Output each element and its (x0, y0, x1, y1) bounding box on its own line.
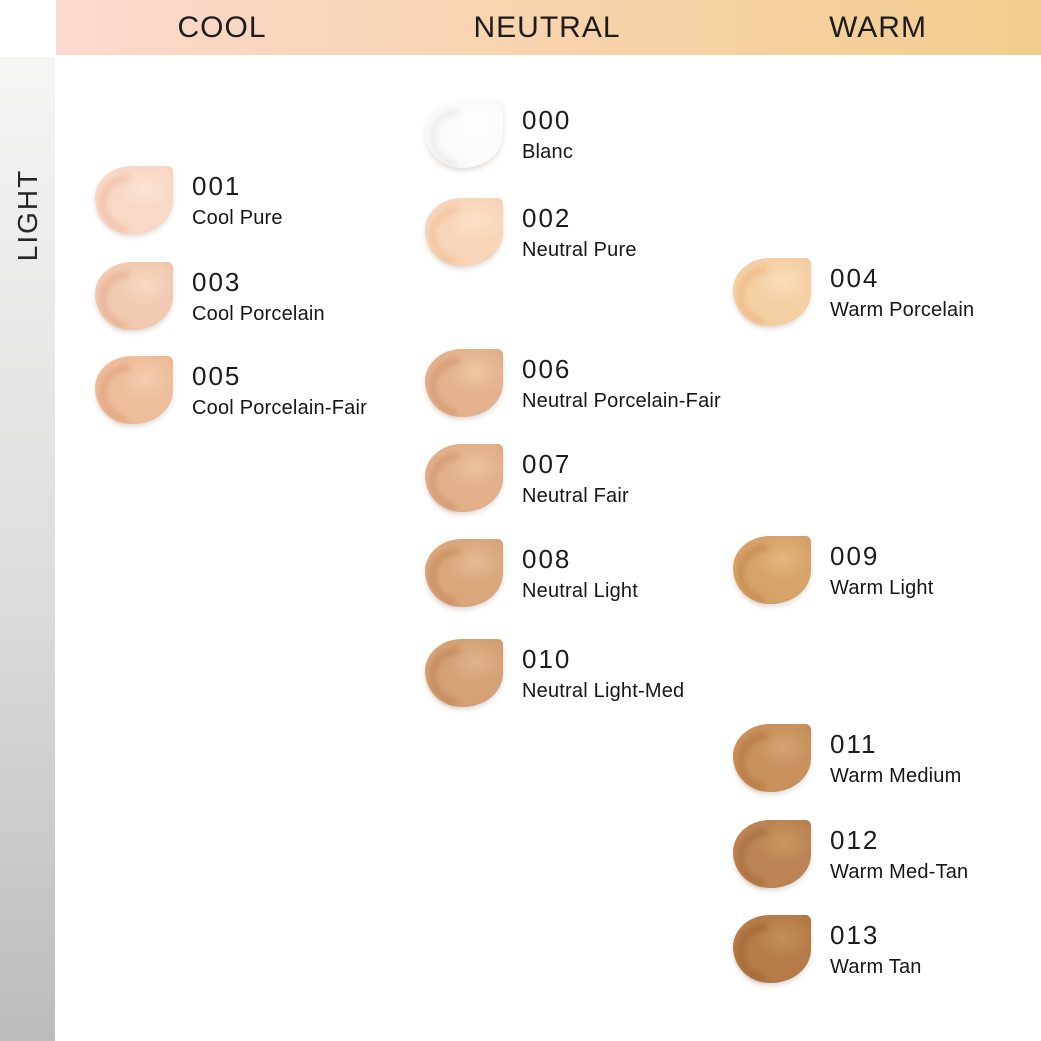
column-header-cool: COOL (177, 10, 267, 44)
shade-item-000[interactable]: 000 Blanc (425, 100, 573, 168)
swatch-blob (425, 539, 503, 607)
shade-item-003[interactable]: 003 Cool Porcelain (95, 262, 325, 330)
shade-code: 004 (830, 263, 880, 293)
shade-item-010[interactable]: 010 Neutral Light-Med (425, 639, 684, 707)
swatch-blob (733, 258, 811, 326)
shade-item-004[interactable]: 004 Warm Porcelain (733, 258, 974, 326)
shade-name: Neutral Porcelain-Fair (522, 390, 721, 412)
shade-text: 013 Warm Tan (830, 915, 922, 979)
shade-item-012[interactable]: 012 Warm Med-Tan (733, 820, 968, 888)
column-header-neutral: NEUTRAL (473, 10, 621, 44)
shade-item-006[interactable]: 006 Neutral Porcelain-Fair (425, 349, 721, 417)
swatch-blob (425, 349, 503, 417)
shade-item-008[interactable]: 008 Neutral Light (425, 539, 638, 607)
shade-text: 002 Neutral Pure (522, 198, 637, 262)
swatch-blob (733, 915, 811, 983)
shade-text: 007 Neutral Fair (522, 444, 629, 508)
swatch-blob (733, 820, 811, 888)
swatch-blob (95, 262, 173, 330)
shade-name: Warm Light (830, 577, 934, 599)
shade-text: 008 Neutral Light (522, 539, 638, 603)
shade-name: Neutral Light (522, 580, 638, 602)
shade-item-009[interactable]: 009 Warm Light (733, 536, 934, 604)
swatch-blob (733, 536, 811, 604)
shade-code: 008 (522, 544, 572, 574)
shade-text: 006 Neutral Porcelain-Fair (522, 349, 721, 413)
swatch-blob (425, 100, 503, 168)
shade-code: 006 (522, 354, 572, 384)
shade-code: 012 (830, 825, 880, 855)
shade-code: 003 (192, 267, 242, 297)
shade-name: Warm Porcelain (830, 299, 975, 321)
swatch-blob (425, 639, 503, 707)
swatch-blob (733, 724, 811, 792)
shade-name: Neutral Pure (522, 239, 637, 261)
shade-code: 002 (522, 203, 572, 233)
swatch-blob (425, 444, 503, 512)
shade-text: 001 Cool Pure (192, 166, 283, 230)
column-header-warm: WARM (829, 10, 927, 44)
shade-code: 013 (830, 920, 880, 950)
swatch-blob (95, 166, 173, 234)
shade-code: 001 (192, 171, 242, 201)
undertone-header: COOL NEUTRAL WARM (56, 0, 1041, 55)
shade-text: 000 Blanc (522, 100, 573, 164)
shade-item-002[interactable]: 002 Neutral Pure (425, 198, 637, 266)
shade-code: 000 (522, 105, 572, 135)
shade-name: Warm Med-Tan (830, 861, 969, 883)
shade-name: Warm Medium (830, 765, 962, 787)
shade-name: Cool Pure (192, 207, 283, 229)
shade-text: 010 Neutral Light-Med (522, 639, 684, 703)
shade-code: 007 (522, 449, 572, 479)
shade-name: Neutral Light-Med (522, 680, 685, 702)
shade-code: 010 (522, 644, 572, 674)
shade-name: Warm Tan (830, 956, 922, 978)
swatch-blob (425, 198, 503, 266)
shade-text: 003 Cool Porcelain (192, 262, 325, 326)
shade-item-005[interactable]: 005 Cool Porcelain-Fair (95, 356, 367, 424)
shade-code: 011 (830, 729, 878, 759)
shade-code: 005 (192, 361, 242, 391)
shade-text: 012 Warm Med-Tan (830, 820, 968, 884)
shade-code: 009 (830, 541, 880, 571)
shade-item-007[interactable]: 007 Neutral Fair (425, 444, 629, 512)
shade-name: Neutral Fair (522, 485, 629, 507)
shade-text: 005 Cool Porcelain-Fair (192, 356, 367, 420)
shade-name: Blanc (522, 141, 574, 163)
shade-text: 004 Warm Porcelain (830, 258, 974, 322)
depth-sidebar: LIGHT (0, 57, 55, 1041)
shade-name: Cool Porcelain-Fair (192, 397, 367, 419)
shade-text: 009 Warm Light (830, 536, 934, 600)
shade-text: 011 Warm Medium (830, 724, 961, 788)
shade-name: Cool Porcelain (192, 303, 325, 325)
shade-item-001[interactable]: 001 Cool Pure (95, 166, 283, 234)
shade-item-011[interactable]: 011 Warm Medium (733, 724, 961, 792)
swatch-blob (95, 356, 173, 424)
shade-item-013[interactable]: 013 Warm Tan (733, 915, 922, 983)
